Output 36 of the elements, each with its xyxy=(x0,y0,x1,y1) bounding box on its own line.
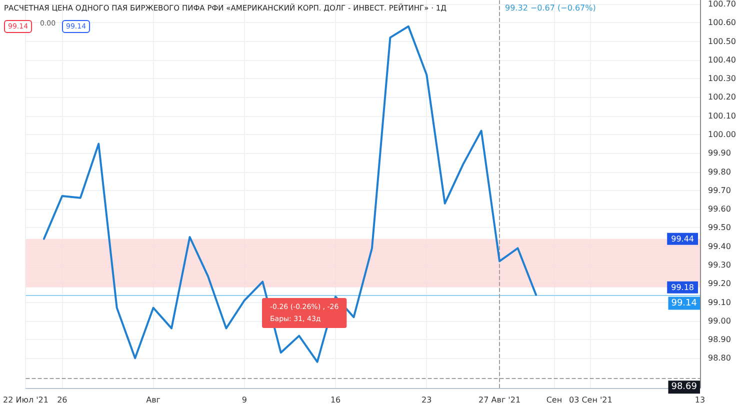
y-tick-label: 99.90 xyxy=(708,148,731,158)
y-tick-label: 100.70 xyxy=(708,0,736,8)
ref-line-label: 98.69 xyxy=(671,382,698,392)
ref-line-label: 99.14 xyxy=(671,298,698,308)
x-tick-label: 27 Авг '21 xyxy=(478,396,521,404)
x-tick-label: 16 xyxy=(330,396,341,404)
y-tick-label: 99.80 xyxy=(708,167,731,176)
line-series xyxy=(42,25,537,363)
annotation: 99.44 xyxy=(671,234,694,244)
x-tick-label: 22 Июл '21 xyxy=(2,396,48,404)
y-tick-label: 99.40 xyxy=(708,242,731,251)
x-tick-label: 9 xyxy=(242,396,247,404)
annotation: 99.18 xyxy=(671,282,694,292)
y-tick-label: 98.80 xyxy=(708,354,731,363)
y-tick-label: 99.10 xyxy=(708,298,731,307)
x-tick-label: 03 Сен '21 xyxy=(568,396,612,404)
x-tick-label: Авг xyxy=(146,396,160,404)
y-tick-label: 100.50 xyxy=(708,36,736,46)
y-tick-label: 100.20 xyxy=(708,92,736,102)
annotation: 99.32 −0.67 (−0.67%) xyxy=(505,4,596,12)
y-tick-label: 99.00 xyxy=(708,316,731,326)
y-tick-label: 100.30 xyxy=(708,74,736,84)
x-tick-label: Сен xyxy=(546,396,562,404)
y-tick-label: 100.40 xyxy=(708,55,736,64)
y-tick-label: 99.20 xyxy=(708,279,731,288)
x-tick-label: 23 xyxy=(422,396,432,404)
y-tick-label: 99.50 xyxy=(708,223,731,232)
y-tick-label: 100.00 xyxy=(708,130,736,139)
x-tick-label: 26 xyxy=(57,396,68,404)
y-tick-label: 100.10 xyxy=(708,111,736,120)
x-tick-label: 13 xyxy=(694,396,706,404)
y-tick-label: 99.30 xyxy=(708,260,731,270)
y-tick-label: 99.70 xyxy=(708,186,731,195)
y-tick-label: 99.60 xyxy=(708,204,731,214)
y-tick-label: 98.90 xyxy=(708,335,731,344)
y-tick-label: 100.60 xyxy=(708,18,736,28)
